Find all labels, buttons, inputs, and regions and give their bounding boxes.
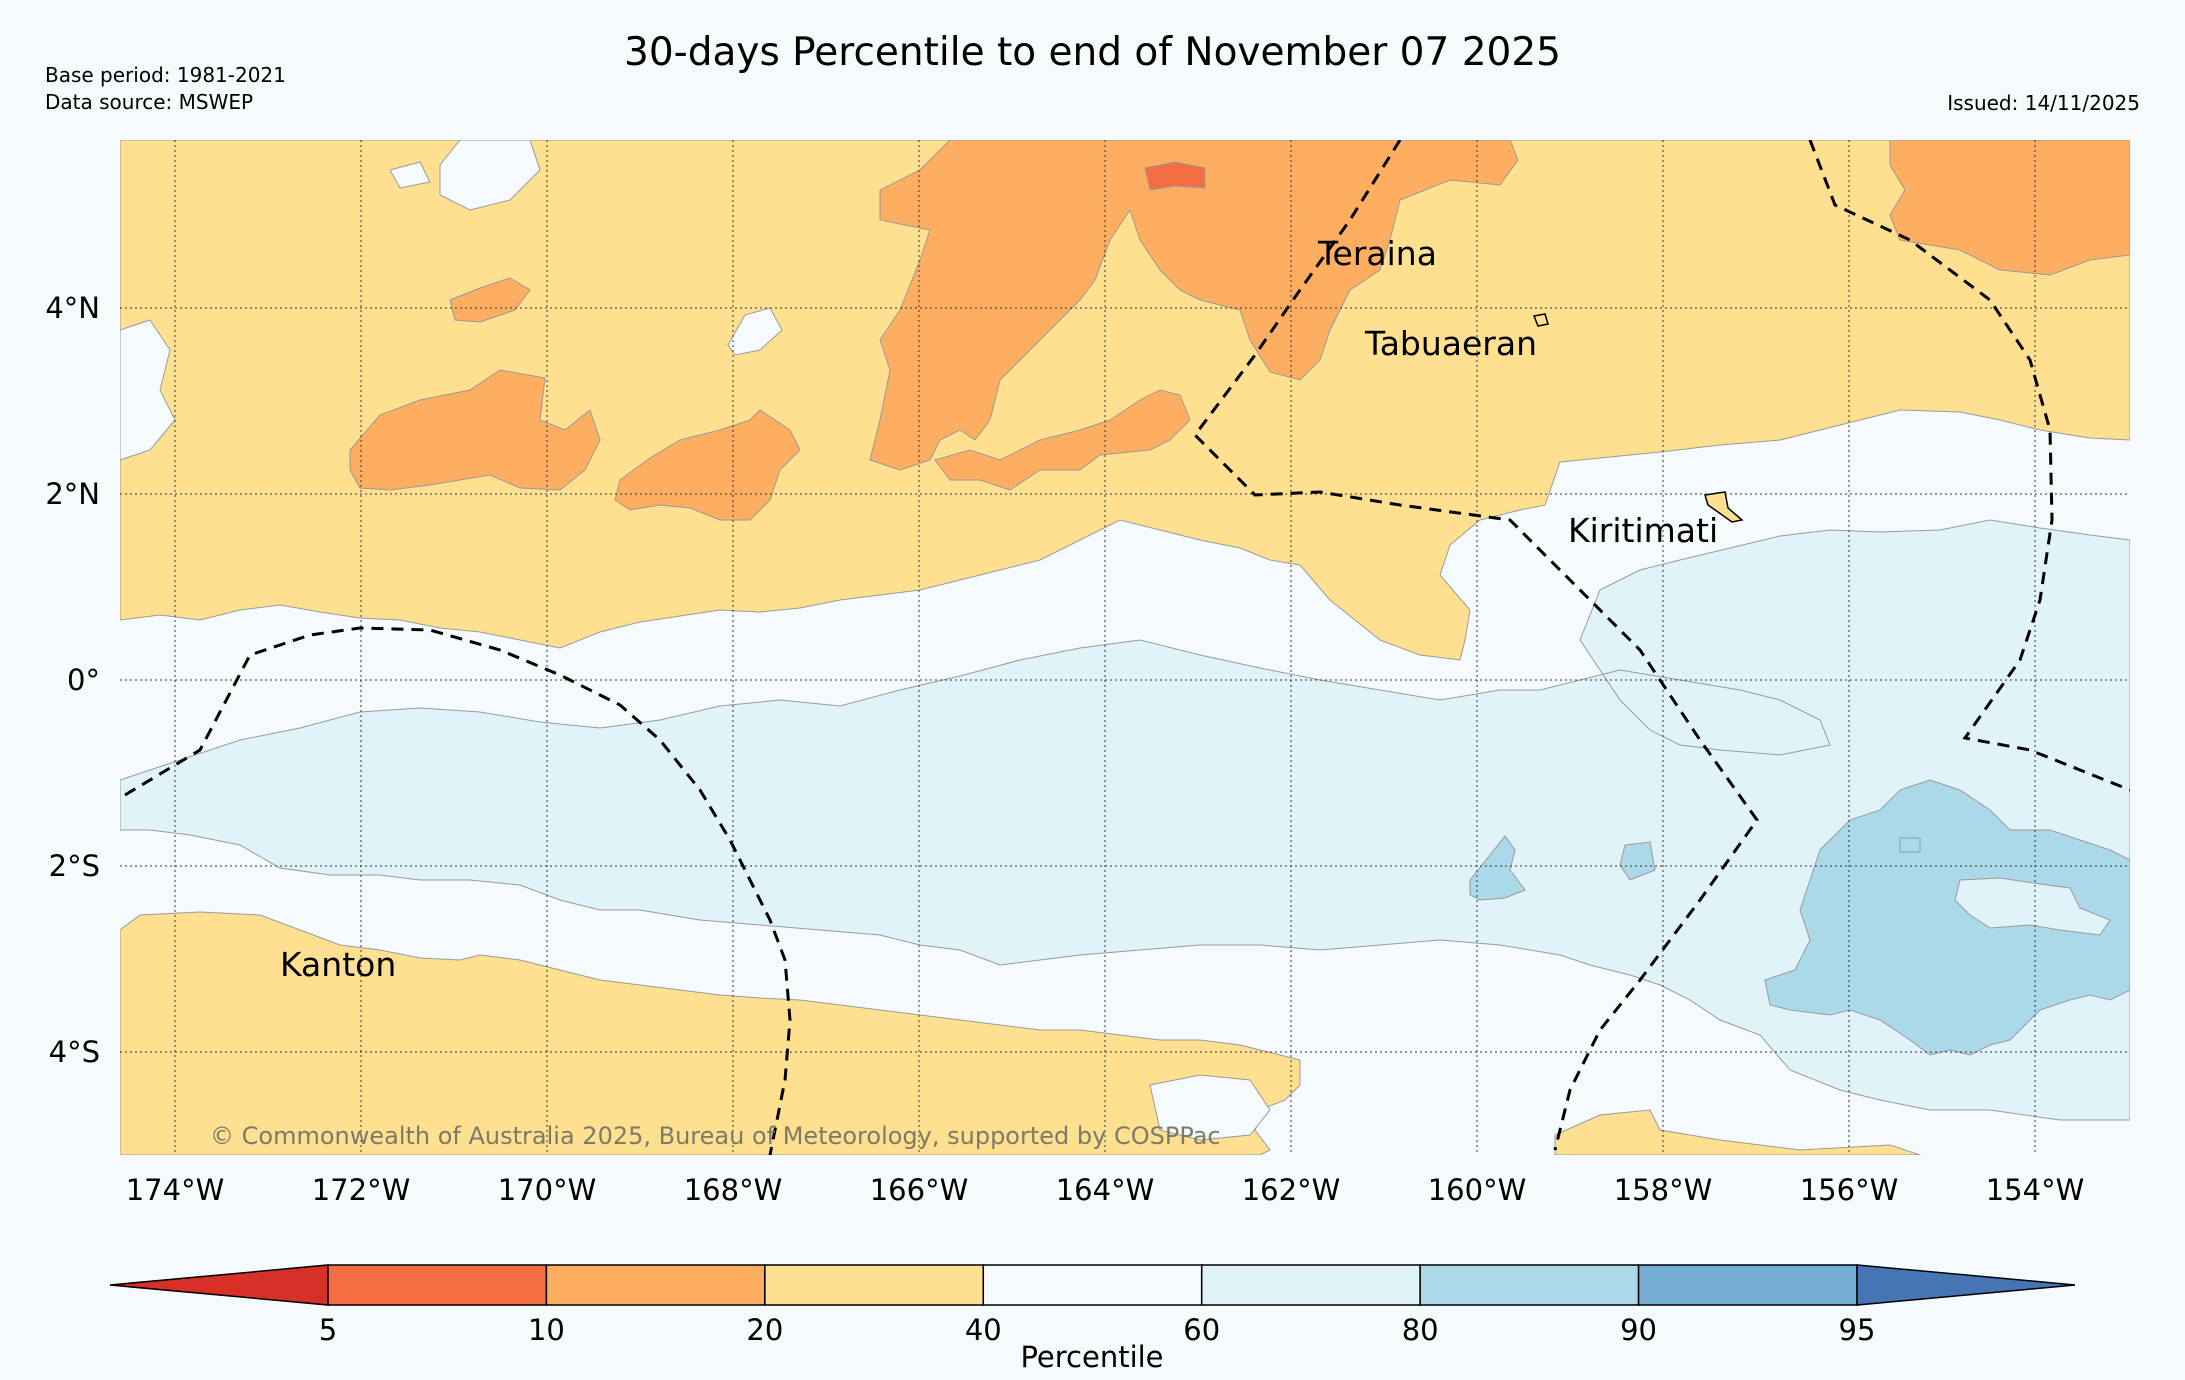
colorbar-tick-label: 20 bbox=[746, 1313, 783, 1347]
lat-label: 0° bbox=[67, 663, 100, 697]
colorbar-tick-label: 90 bbox=[1620, 1313, 1657, 1347]
colorbar-segment bbox=[327, 1264, 548, 1306]
eez-boundaries bbox=[124, 140, 2130, 1155]
colorbar-segment bbox=[764, 1264, 985, 1306]
lon-label: 162°W bbox=[1242, 1173, 1341, 1207]
data-source: Data source: MSWEP bbox=[45, 90, 254, 114]
lat-label: 4°S bbox=[49, 1035, 100, 1069]
colorbar-tick-label: 40 bbox=[965, 1313, 1002, 1347]
colorbar-segment bbox=[1637, 1264, 1858, 1306]
colorbar-segment bbox=[982, 1264, 1203, 1306]
place-kanton: Kanton bbox=[280, 945, 396, 984]
colorbar-ticks: 5 10 20 40 60 80 90 95 bbox=[319, 1313, 1876, 1347]
lat-label: 2°N bbox=[45, 477, 100, 511]
colorbar-tick-label: 5 bbox=[319, 1313, 337, 1347]
map-area: Teraina Tabuaeran Kiritimati Kanton © Co… bbox=[120, 140, 2130, 1155]
zone-20-40-south bbox=[120, 911, 1301, 1155]
colorbar-segments bbox=[109, 1264, 2076, 1306]
zone-80-90 bbox=[1469, 779, 2130, 1056]
zone-below-10 bbox=[1144, 161, 1206, 191]
place-tabuaeran: Tabuaeran bbox=[1364, 324, 1537, 363]
zone-10-20 bbox=[349, 140, 2130, 521]
colorbar-extend-high bbox=[1856, 1264, 2076, 1306]
colorbar-tick-label: 80 bbox=[1402, 1313, 1439, 1347]
lon-label: 154°W bbox=[1986, 1173, 2085, 1207]
lon-label: 170°W bbox=[498, 1173, 597, 1207]
chart-title: 30-days Percentile to end of November 07… bbox=[624, 30, 1561, 75]
colorbar-segment bbox=[1200, 1264, 1421, 1306]
colorbar: 5 10 20 40 60 80 90 95 Percentile bbox=[109, 1264, 2076, 1374]
map-gridlines bbox=[120, 140, 2130, 1155]
colorbar-tick-label: 60 bbox=[1183, 1313, 1220, 1347]
zone-40-60-holes bbox=[389, 140, 783, 356]
zone-20-40-southeast bbox=[1554, 1109, 1921, 1155]
lon-label: 156°W bbox=[1800, 1173, 1899, 1207]
place-teraina: Teraina bbox=[1317, 234, 1437, 273]
zone-60-80-band bbox=[120, 519, 2130, 1121]
colorbar-tick-label: 10 bbox=[528, 1313, 565, 1347]
colorbar-extend-low bbox=[109, 1264, 329, 1306]
lon-label: 166°W bbox=[870, 1173, 969, 1207]
lon-label: 160°W bbox=[1428, 1173, 1527, 1207]
colorbar-segment bbox=[1419, 1264, 1640, 1306]
copyright-notice: © Commonwealth of Australia 2025, Bureau… bbox=[210, 1122, 1221, 1150]
lon-label: 174°W bbox=[126, 1173, 225, 1207]
longitude-labels: 174°W 172°W 170°W 168°W 166°W 164°W 162°… bbox=[126, 1173, 2085, 1207]
colorbar-segment bbox=[545, 1264, 766, 1306]
lat-label: 2°S bbox=[49, 849, 100, 883]
lon-label: 168°W bbox=[684, 1173, 783, 1207]
tabuaeran-island bbox=[1532, 313, 1549, 327]
kiritimati-island bbox=[1704, 491, 1744, 523]
lon-label: 158°W bbox=[1614, 1173, 1713, 1207]
colorbar-label: Percentile bbox=[1020, 1340, 1163, 1374]
issued-date: Issued: 14/11/2025 bbox=[1947, 91, 2140, 115]
zone-20-40-north bbox=[120, 140, 2130, 661]
colorbar-tick-label: 95 bbox=[1839, 1313, 1876, 1347]
lon-label: 172°W bbox=[312, 1173, 411, 1207]
place-kiritimati: Kiritimati bbox=[1568, 511, 1718, 550]
base-period: Base period: 1981-2021 bbox=[45, 63, 286, 87]
lon-label: 164°W bbox=[1056, 1173, 1155, 1207]
latitude-labels: 4°N 2°N 0° 2°S 4°S bbox=[45, 291, 100, 1069]
metadata-left: Base period: 1981-2021 Data source: MSWE… bbox=[45, 62, 286, 116]
zone-40-60-west bbox=[120, 319, 176, 461]
zone-40-60-south-hole bbox=[1149, 1074, 1271, 1141]
lat-label: 4°N bbox=[45, 291, 100, 325]
